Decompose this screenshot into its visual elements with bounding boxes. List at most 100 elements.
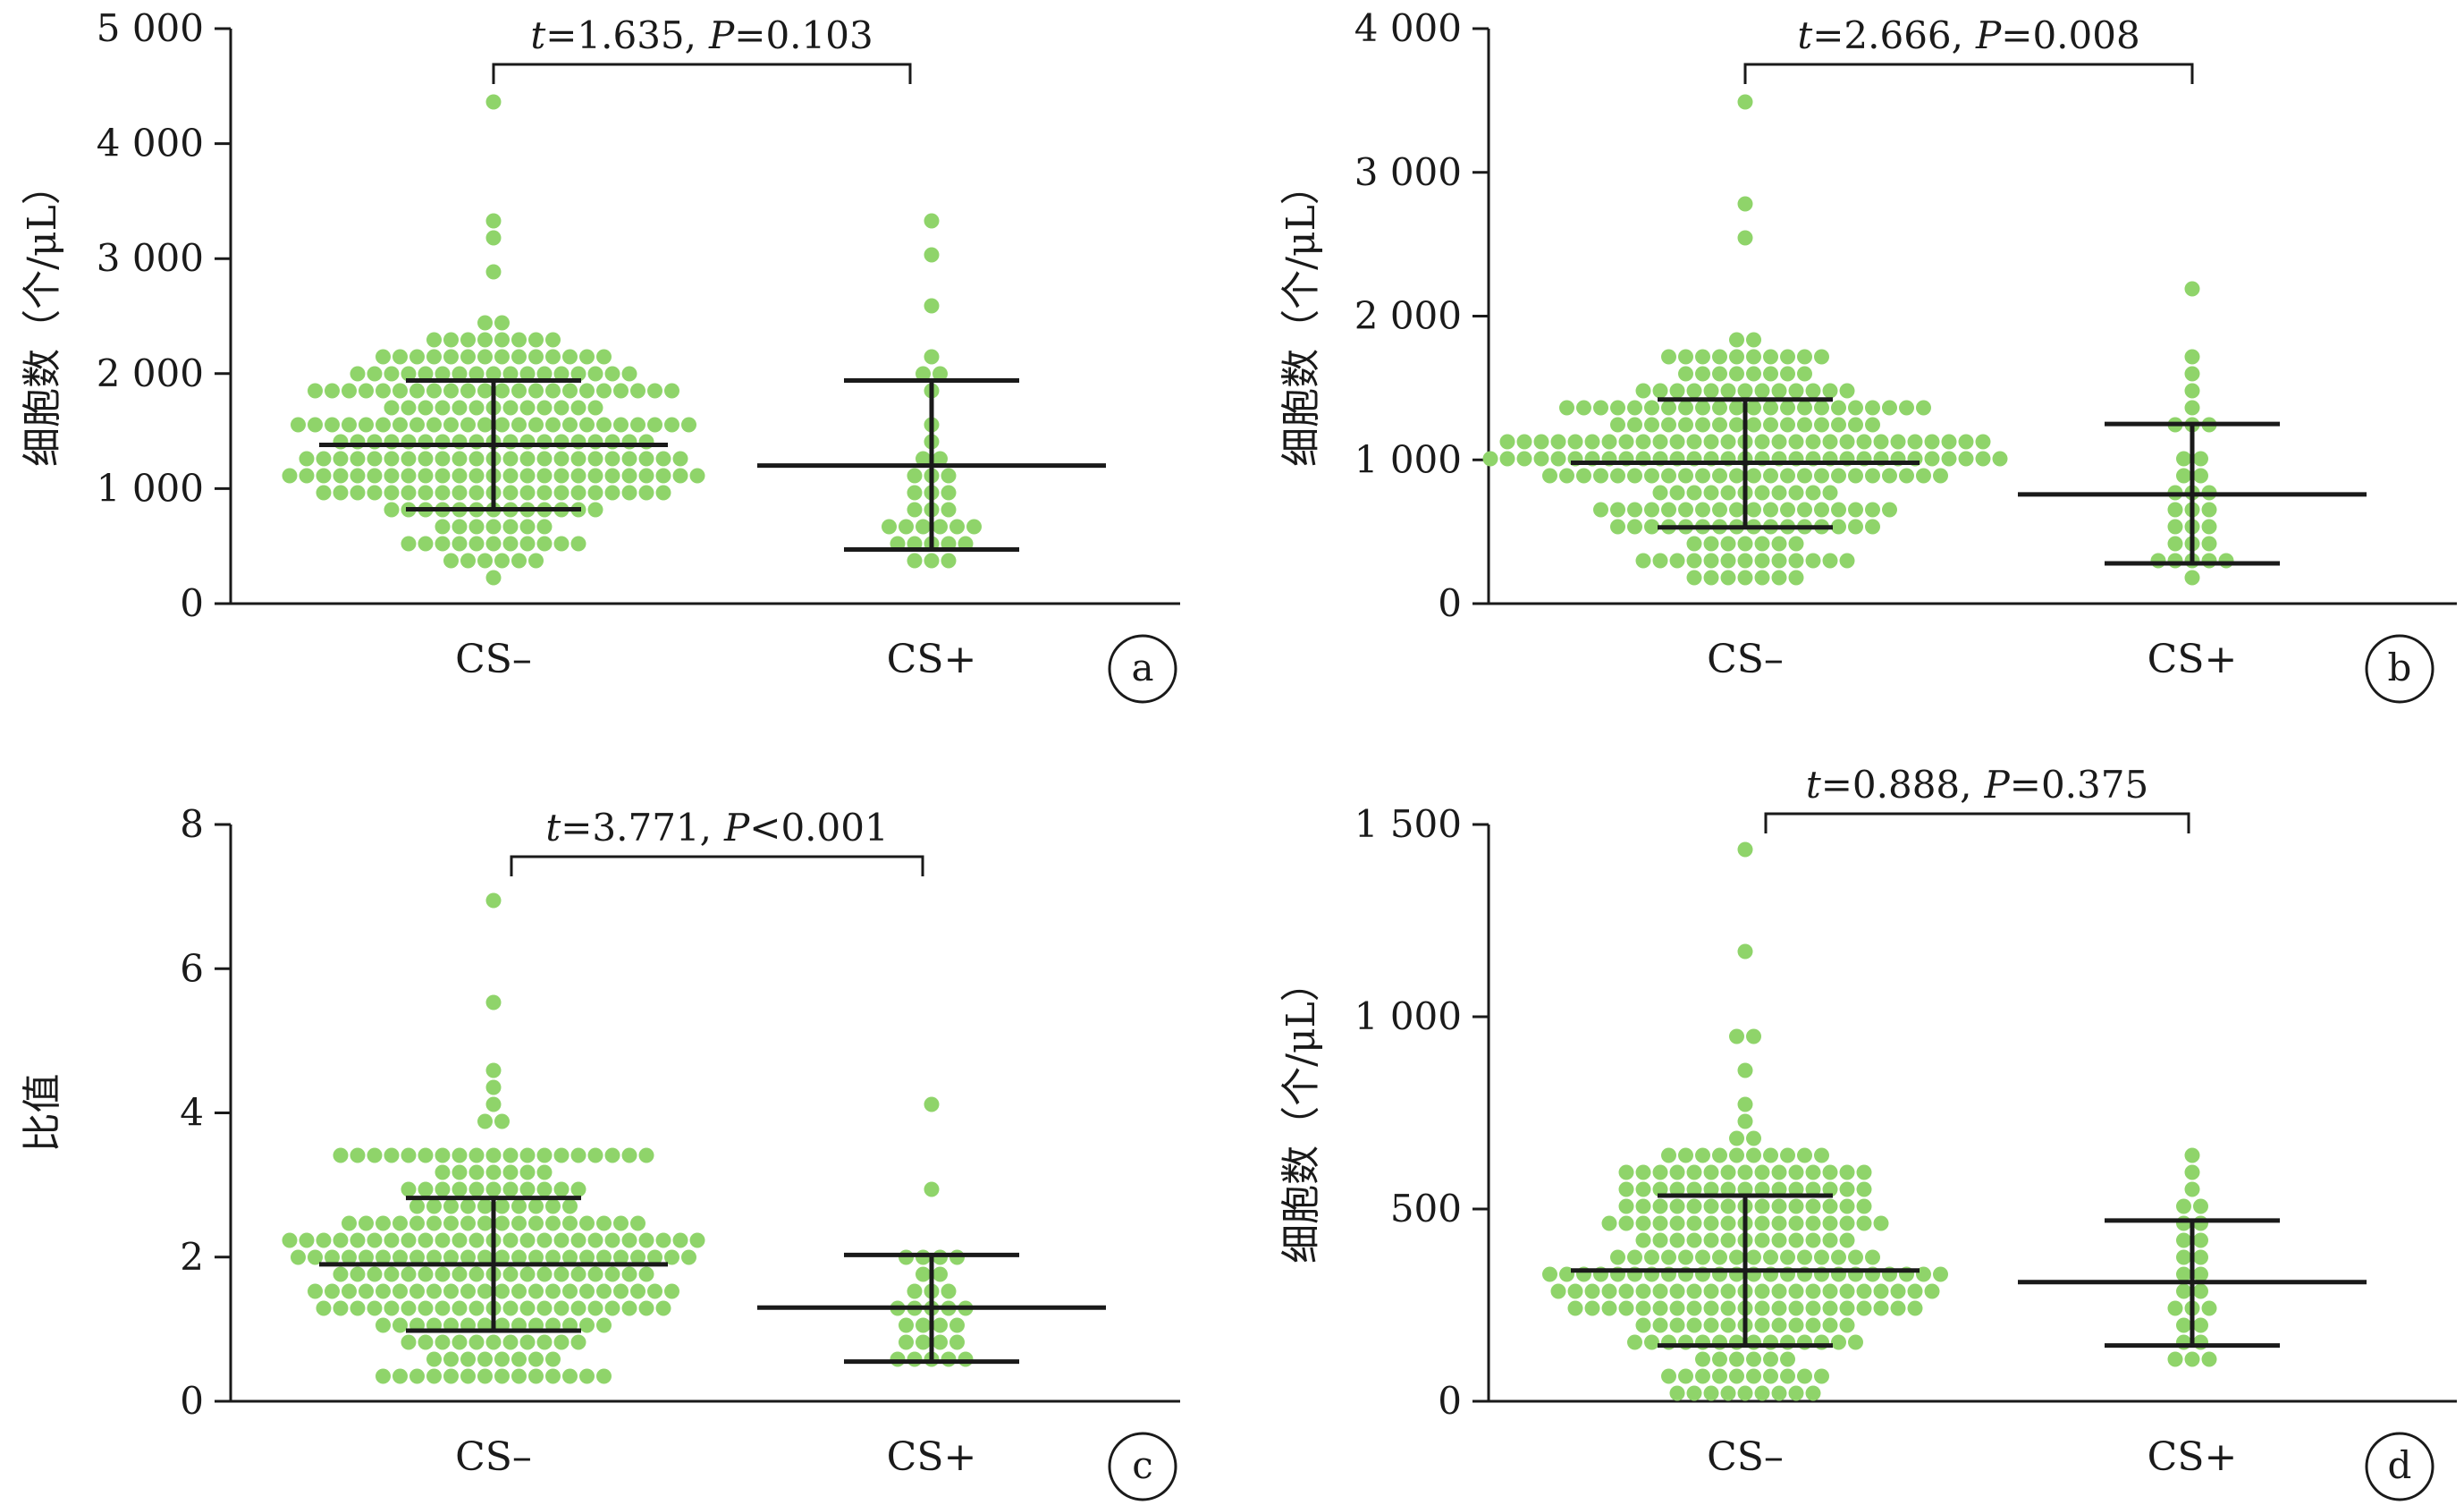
data-point: [949, 1334, 965, 1350]
data-point: [418, 536, 434, 552]
data-point: [1882, 502, 1897, 518]
data-point: [1763, 468, 1778, 484]
data-point: [384, 1266, 400, 1282]
data-point: [359, 417, 374, 433]
data-point: [1805, 1232, 1821, 1248]
data-point: [409, 1283, 425, 1299]
data-point: [477, 1283, 493, 1299]
data-point: [570, 366, 586, 382]
data-point: [1686, 553, 1702, 569]
data-point: [1567, 434, 1583, 450]
data-point: [367, 485, 383, 501]
data-point: [1703, 485, 1719, 501]
data-point: [1907, 1283, 1923, 1299]
data-point: [502, 1164, 519, 1180]
data-point: [494, 332, 510, 348]
stat-t-symbol: t: [1797, 13, 1812, 57]
y-tick-label: 6: [180, 946, 204, 990]
data-point: [1644, 1249, 1659, 1265]
data-point: [511, 332, 527, 348]
data-point: [655, 468, 671, 484]
data-point: [443, 1283, 459, 1299]
data-point: [1831, 400, 1846, 416]
data-point: [916, 1317, 931, 1333]
data-point: [1737, 1113, 1753, 1129]
data-point: [1712, 1368, 1727, 1384]
data-point: [1703, 434, 1719, 450]
data-point: [443, 1368, 459, 1384]
data-point: [1754, 485, 1770, 501]
data-point: [1644, 502, 1659, 518]
data-point: [924, 553, 940, 569]
data-point: [401, 1334, 417, 1350]
data-point: [613, 1249, 629, 1265]
data-point: [621, 485, 637, 501]
data-point: [1848, 519, 1863, 535]
data-point: [502, 366, 519, 382]
y-axis-label: 细胞数（个/μL）: [1278, 165, 1324, 467]
data-point: [1712, 349, 1727, 365]
data-point: [1618, 1300, 1634, 1316]
data-point: [1729, 468, 1744, 484]
data-point: [1703, 1283, 1719, 1299]
panel-letter: d: [2388, 1443, 2412, 1487]
data-point: [451, 485, 468, 501]
data-point: [519, 485, 536, 501]
data-point: [1788, 1317, 1804, 1333]
data-point: [1763, 1351, 1778, 1367]
data-point: [1907, 434, 1923, 450]
panel-b: 0 1 000 2 000 3 000 4 000 细胞数（个/μL） CS– CS+ t=2.…: [1278, 6, 2457, 704]
data-point: [435, 1300, 451, 1316]
panel-a: 0 1 000 2 000 3 000 4 000 5 000 细胞数（个/μL） CS– CS…: [20, 6, 1180, 704]
data-point: [562, 1215, 578, 1231]
data-point: [2176, 1266, 2191, 1282]
data-point: [553, 468, 570, 484]
data-point: [545, 1198, 561, 1214]
data-point: [485, 264, 502, 280]
data-point: [1712, 468, 1727, 484]
data-point: [1661, 400, 1676, 416]
data-point: [1695, 1368, 1710, 1384]
data-point: [1856, 1215, 1872, 1231]
data-point: [1686, 434, 1702, 450]
data-point: [299, 1232, 315, 1248]
data-point: [916, 1266, 931, 1282]
data-point: [1542, 1266, 1557, 1282]
data-point: [630, 383, 646, 399]
data-point: [342, 417, 357, 433]
data-point: [1839, 383, 1855, 399]
data-point: [553, 1266, 570, 1282]
stat-t-value: =2.666,: [1812, 13, 1963, 57]
data-point: [1737, 196, 1753, 212]
data-point: [1678, 502, 1693, 518]
data-point: [621, 1147, 637, 1163]
data-point: [519, 1164, 536, 1180]
data-point: [2201, 1300, 2217, 1316]
data-point: [1720, 1232, 1736, 1248]
significance-bracket: [510, 855, 924, 876]
data-point: [1652, 1181, 1668, 1197]
data-point: [460, 349, 476, 365]
data-point: [1669, 383, 1685, 399]
data-point: [1695, 349, 1710, 365]
data-point: [1975, 434, 1991, 450]
data-point: [1652, 1232, 1668, 1248]
data-point: [1746, 1249, 1761, 1265]
data-point: [924, 298, 940, 314]
data-point: [1746, 1368, 1761, 1384]
data-point: [536, 1164, 553, 1180]
data-point: [1686, 570, 1702, 586]
data-point: [494, 1249, 510, 1265]
data-point: [2193, 1266, 2208, 1282]
data-point: [1737, 841, 1753, 858]
data-point: [916, 1249, 931, 1265]
data-point: [1771, 570, 1787, 586]
data-point: [333, 451, 349, 467]
data-point: [1797, 468, 1812, 484]
data-point: [325, 1249, 340, 1265]
panel-letter-circle: [1108, 634, 1177, 704]
data-point: [562, 349, 578, 365]
data-point: [418, 366, 434, 382]
data-point: [638, 485, 654, 501]
data-point: [2167, 519, 2183, 535]
